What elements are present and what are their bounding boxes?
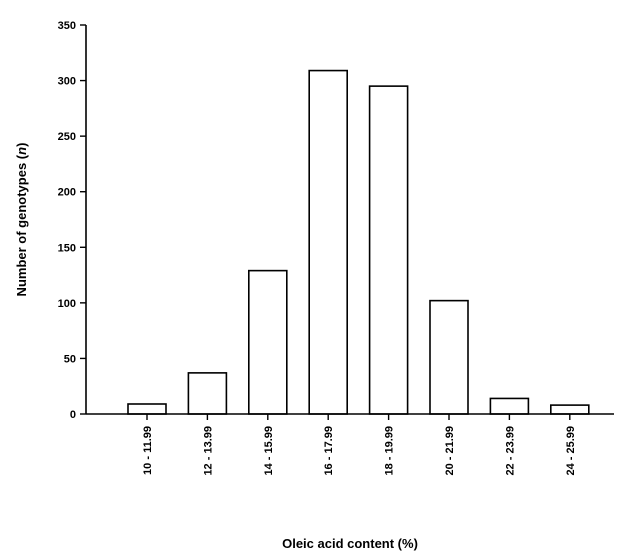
bar — [248, 269, 288, 415]
bar — [549, 404, 590, 415]
y-tick-label: 50 — [64, 353, 76, 365]
x-tick-label: 16 - 17.99 — [323, 426, 335, 476]
y-axis-title: Number of genotypes (n) — [14, 143, 29, 297]
bar — [308, 69, 349, 415]
x-tick-label: 12 - 13.99 — [202, 426, 214, 476]
y-tick-label: 250 — [58, 131, 76, 143]
bar-series — [127, 69, 590, 415]
y-tick-label: 0 — [70, 409, 76, 421]
y-axis-title-prefix: Number of genotypes ( — [14, 154, 29, 296]
bar — [368, 85, 409, 415]
bar — [127, 403, 167, 415]
y-tick-label: 350 — [58, 20, 76, 32]
x-tick-label: 20 - 21.99 — [444, 426, 456, 476]
y-axis-title-symbol: n — [14, 147, 29, 155]
y-tick-label: 150 — [58, 242, 76, 254]
y-tick-label: 200 — [58, 187, 76, 199]
y-tick-label: 300 — [58, 76, 76, 88]
x-axis-ticks: 10 - 11.99 12 - 13.99 14 - 15.99 16 - 17.99… — [142, 414, 577, 476]
x-tick-label: 14 - 15.99 — [263, 426, 275, 476]
y-axis-title-suffix: ) — [14, 143, 29, 147]
x-tick-label: 10 - 11.99 — [142, 426, 154, 475]
y-tick-label: 100 — [58, 298, 76, 310]
x-tick-label: 22 - 23.99 — [504, 426, 516, 476]
bar — [187, 372, 228, 415]
y-axis-ticks: 0 50 100 150 200 250 300 350 — [58, 20, 86, 421]
bar — [429, 299, 469, 415]
bar — [489, 397, 530, 415]
x-axis-title: Oleic acid content (%) — [282, 536, 418, 551]
x-tick-label: 24 - 25.99 — [565, 426, 577, 476]
x-tick-label: 18 - 19.99 — [384, 426, 396, 476]
